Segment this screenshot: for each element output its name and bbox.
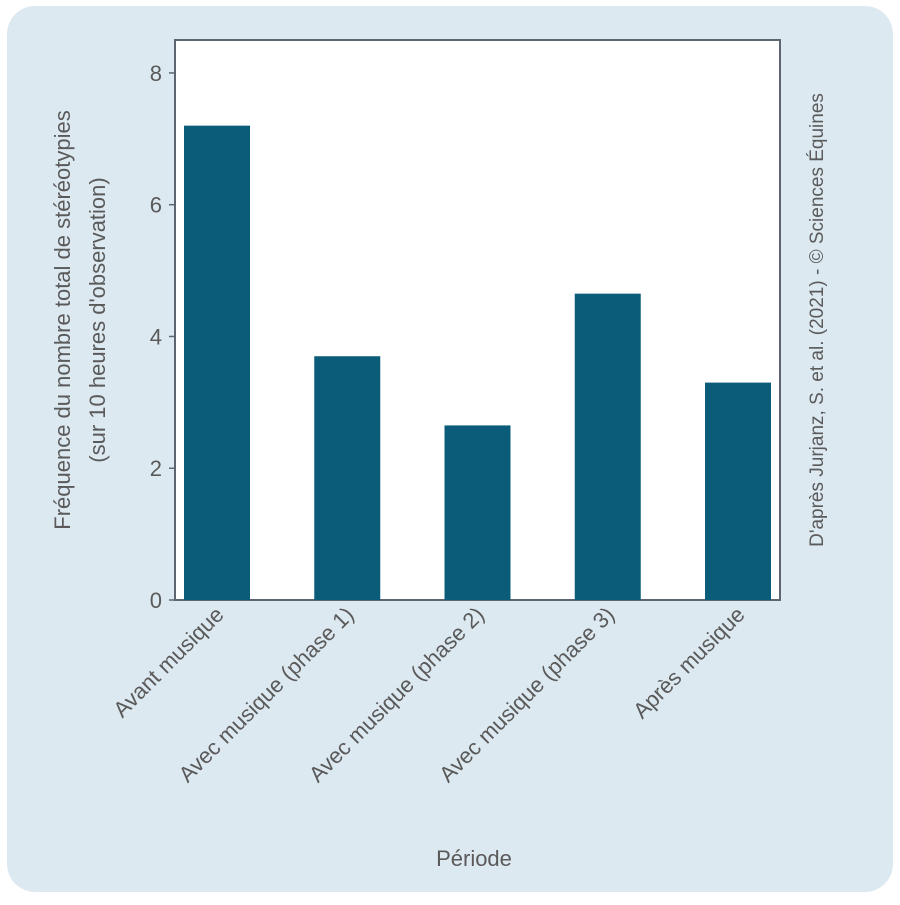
y-axis-label: Fréquence du nombre total de stéréotypie… bbox=[50, 110, 75, 529]
bar bbox=[184, 125, 250, 600]
y-tick-label: 0 bbox=[150, 588, 162, 613]
y-tick-label: 4 bbox=[150, 324, 162, 349]
y-axis-label: (sur 10 heures d'observation) bbox=[85, 177, 110, 462]
x-axis-label: Période bbox=[436, 846, 512, 871]
y-tick-label: 6 bbox=[150, 193, 162, 218]
bar bbox=[705, 382, 772, 600]
y-tick-label: 8 bbox=[150, 61, 162, 86]
bar bbox=[444, 425, 511, 600]
bar bbox=[314, 356, 381, 600]
source-note: D'après Jurjanz, S. et al. (2021) - © Sc… bbox=[807, 93, 828, 547]
bar bbox=[574, 293, 641, 600]
y-tick-label: 2 bbox=[150, 456, 162, 481]
